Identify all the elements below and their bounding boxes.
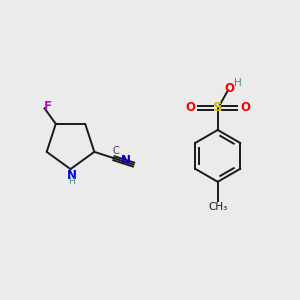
Text: N: N — [67, 169, 77, 182]
Text: O: O — [224, 82, 235, 95]
Text: O: O — [240, 101, 250, 114]
Text: N: N — [121, 154, 131, 167]
Text: H: H — [234, 79, 242, 88]
Text: O: O — [185, 101, 195, 114]
Text: CH₃: CH₃ — [208, 202, 227, 212]
Text: F: F — [44, 100, 52, 112]
Text: H: H — [69, 177, 75, 186]
Text: S: S — [213, 101, 223, 114]
Text: C: C — [113, 146, 120, 156]
